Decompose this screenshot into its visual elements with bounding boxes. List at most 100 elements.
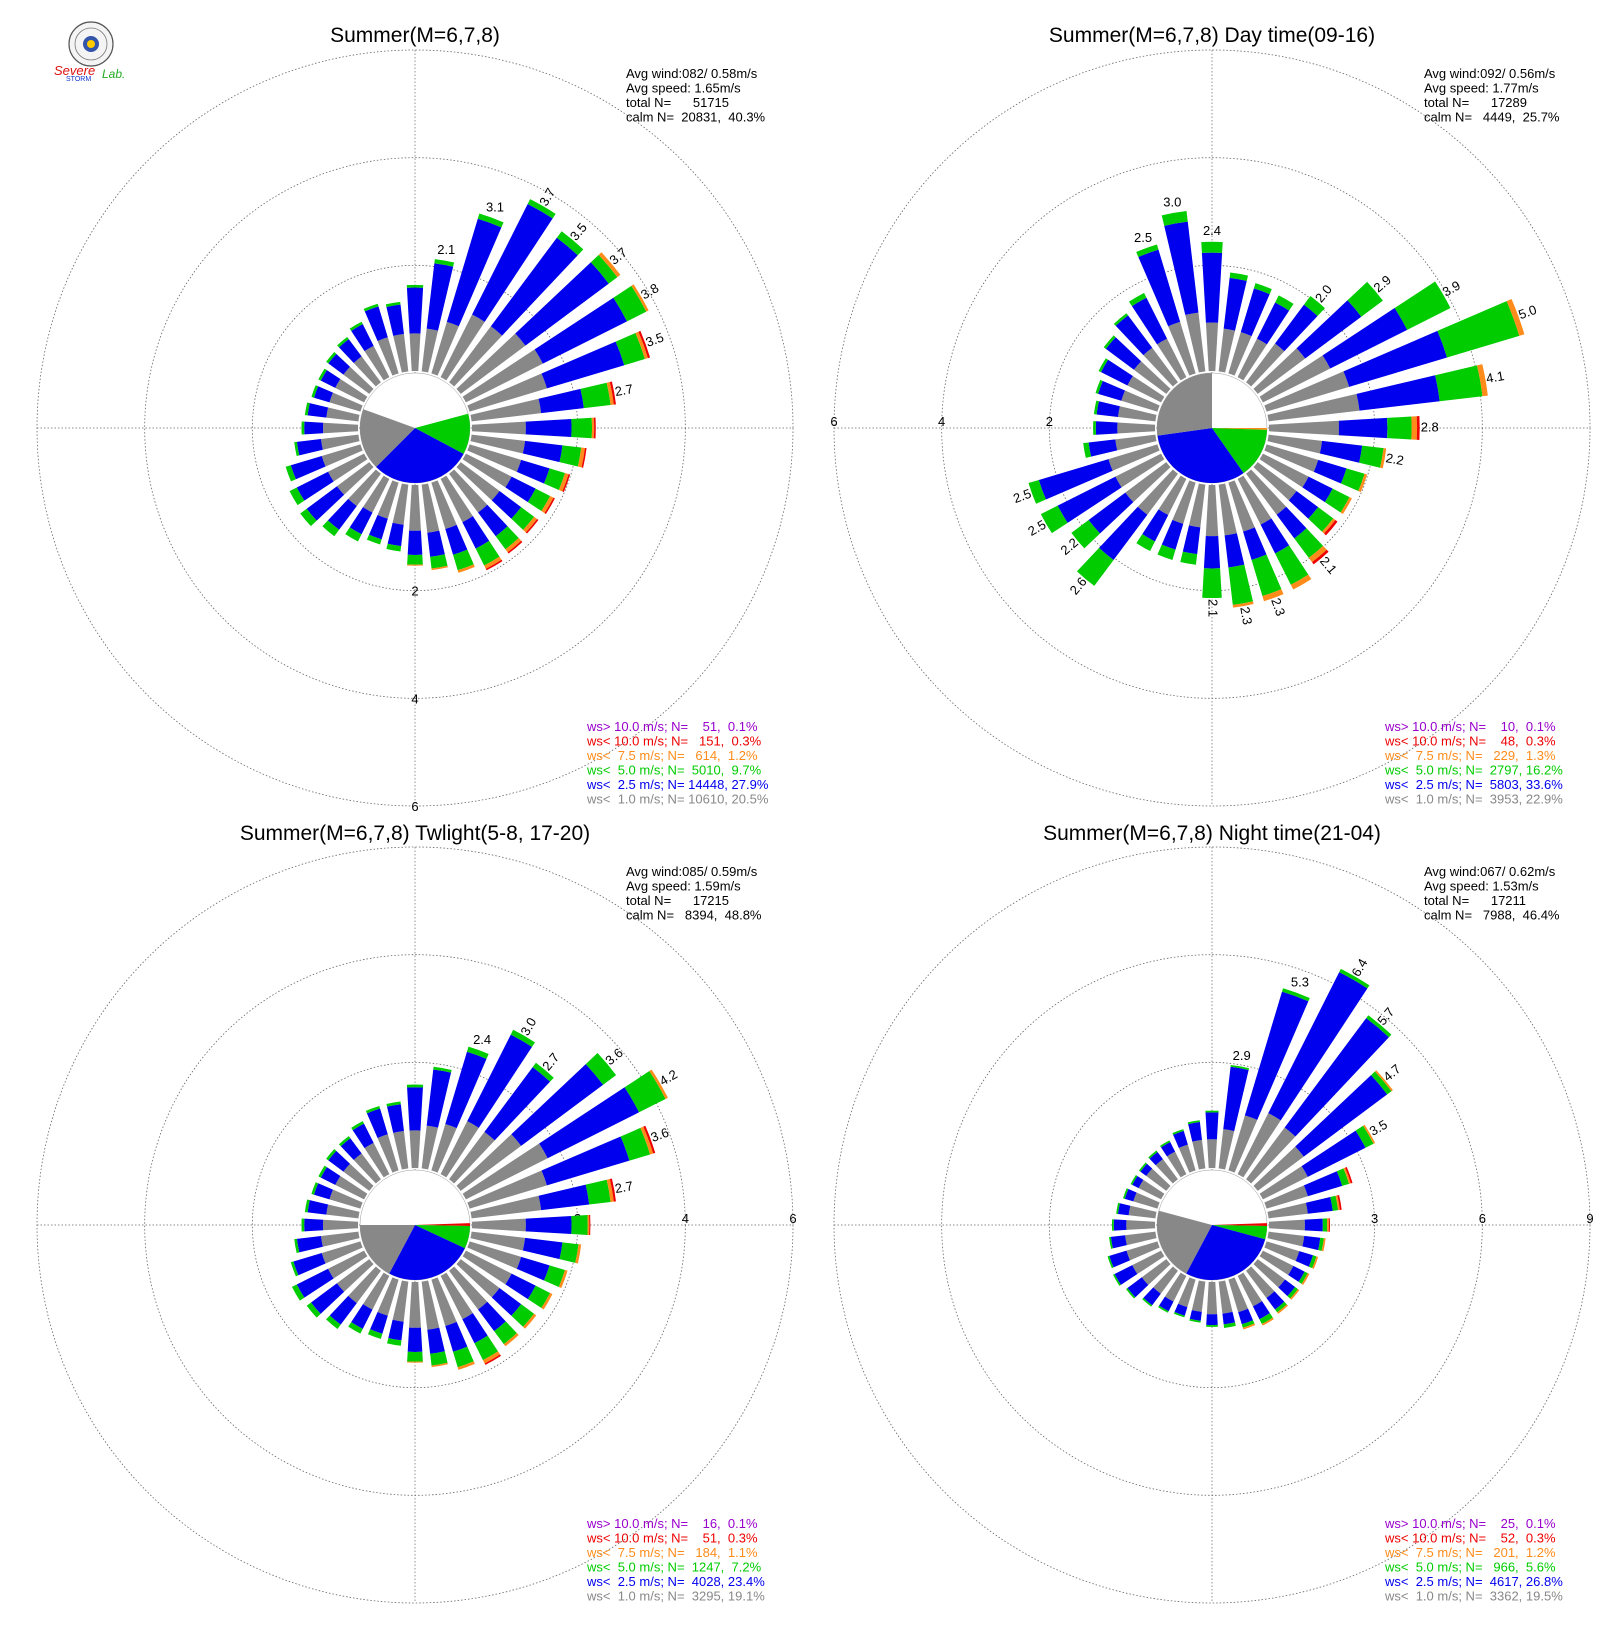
bar-dir-300 [1098, 358, 1165, 403]
bar-segment-ws3 [1187, 1120, 1200, 1125]
bar-dir-280 [1093, 400, 1157, 422]
bar-segment-ws1 [328, 1250, 368, 1279]
bar-segment-ws2 [445, 1321, 468, 1352]
bar-segment-ws3 [620, 1127, 651, 1161]
calm-slice [389, 1225, 465, 1281]
bar-segment-ws2 [1205, 1112, 1219, 1140]
bar-dir-300 [318, 1165, 368, 1200]
bar-segment-ws3 [1095, 379, 1103, 394]
bar-segment-ws3 [351, 1121, 364, 1131]
bar-segment-ws1 [393, 333, 409, 373]
bar-dir-110 [1264, 1241, 1319, 1269]
bar-segment-ws3 [1103, 335, 1116, 349]
bar-segment-ws3 [453, 1346, 474, 1368]
bar-dir-20: 5.3 [1228, 975, 1310, 1173]
bar-segment-ws2 [327, 498, 357, 530]
bar-segment-ws1 [456, 1134, 522, 1191]
bar-segment-ws3 [385, 301, 401, 308]
bar-segment-ws1 [343, 1163, 374, 1191]
legend-entry: ws< 10.0 m/s; N= 51, 0.3% [586, 1531, 758, 1546]
bar-segment-ws1 [392, 483, 409, 525]
bar-dir-250 [290, 1241, 363, 1277]
bar-segment-ws3 [337, 336, 349, 348]
bar-dir-330 [1160, 1140, 1187, 1178]
bar-segment-ws2 [1260, 518, 1290, 554]
bar-segment-ws1 [1192, 1139, 1206, 1170]
bar-segment-ws2 [1131, 297, 1168, 345]
bar-segment-ws3 [348, 1322, 363, 1334]
ring-tick-label: 4 [411, 691, 418, 706]
bar-segment-ws1 [467, 1241, 522, 1269]
ring-tick-label: 6 [411, 799, 418, 814]
bar-dir-310 [326, 1148, 374, 1191]
bar-segment-ws1 [326, 1204, 360, 1219]
bar-segment-ws2 [426, 1069, 452, 1128]
bar-segment-ws1 [1172, 480, 1196, 524]
bar-dir-120 [462, 1250, 553, 1310]
bar-dir-70: 3.6 [467, 1125, 671, 1209]
bar-segment-ws3 [1223, 1322, 1236, 1328]
bar-segment-ws1 [1178, 1144, 1196, 1173]
bar-dir-350 [386, 1101, 409, 1170]
bar-segment-ws2 [1095, 421, 1118, 435]
bar-segment-ws3 [624, 1071, 666, 1113]
bar-value-label: 3.5 [644, 330, 666, 350]
bar-segment-ws3 [1308, 507, 1334, 532]
bar-segment-ws2 [1276, 506, 1307, 539]
bar-segment-ws2 [1288, 1265, 1305, 1282]
bar-dir-340 [363, 303, 399, 376]
bar-dir-240 [1112, 1250, 1165, 1286]
bar-segment-ws1 [1253, 1259, 1286, 1288]
bar-segment-ws4 [1340, 497, 1352, 514]
bar-segment-ws3 [1130, 1174, 1138, 1185]
bar-dir-190 [386, 483, 409, 552]
bar-dir-230 [1126, 1259, 1171, 1299]
bar-segment-ws3 [543, 1265, 565, 1287]
bar-segment-ws2 [478, 1301, 506, 1332]
bar-segment-ws3 [1093, 400, 1099, 415]
bar-segment-ws2 [1275, 304, 1318, 352]
bar-dir-200 [1173, 1277, 1196, 1318]
bar-segment-ws4 [407, 1361, 423, 1363]
bar-segment-ws2 [349, 507, 373, 535]
bar-segment-ws1 [1188, 483, 1206, 528]
bar-segment-ws1 [1132, 1250, 1165, 1275]
bar-segment-ws1 [1267, 1231, 1305, 1247]
bar-dir-330 [349, 321, 390, 381]
bar-segment-ws2 [364, 306, 388, 342]
bar-segment-ws1 [377, 1277, 399, 1316]
bar-segment-ws2 [1295, 1075, 1388, 1157]
legend-entry: ws> 10.0 m/s; N= 25, 0.1% [1384, 1516, 1556, 1531]
bar-segment-ws3 [1371, 1071, 1392, 1095]
bar-dir-320 [1113, 313, 1178, 387]
bar-segment-ws1 [471, 1218, 526, 1232]
bar-segment-ws4 [1321, 1238, 1326, 1252]
stats-line: Avg speed: 1.65m/s [626, 81, 741, 96]
bar-segment-ws1 [1237, 1272, 1263, 1307]
calm-pie [359, 372, 471, 484]
bar-segment-ws4 [606, 381, 614, 406]
bar-segment-ws2 [366, 1108, 388, 1139]
bar-value-label: 2.8 [1421, 419, 1439, 434]
bar-segment-ws2 [340, 1138, 362, 1161]
bar-segment-ws3 [580, 382, 611, 409]
bar-segment-ws4 [1358, 473, 1368, 493]
bar-segment-ws1 [467, 373, 547, 412]
bar-segment-ws3 [1251, 554, 1282, 597]
bar-segment-ws3 [585, 1179, 611, 1205]
bar-segment-ws1 [1218, 1129, 1235, 1170]
bar-segment-ws2 [1313, 459, 1347, 484]
ring-tick-label: 6 [1479, 1211, 1486, 1226]
bar-dir-100 [1267, 1231, 1326, 1252]
bar-segment-ws2 [541, 1136, 630, 1186]
bar-dir-250 [285, 444, 363, 482]
ring-tick-label: 9 [1586, 1211, 1593, 1226]
ring-tick-label: 6 [789, 1211, 796, 1226]
bar-dir-20 [1228, 283, 1272, 376]
bar-dir-240 [289, 453, 368, 506]
bar-segment-ws2 [307, 403, 329, 418]
bar-segment-ws1 [467, 444, 522, 472]
bar-segment-ws1 [431, 1123, 457, 1173]
bar-segment-ws1 [1259, 1166, 1308, 1200]
